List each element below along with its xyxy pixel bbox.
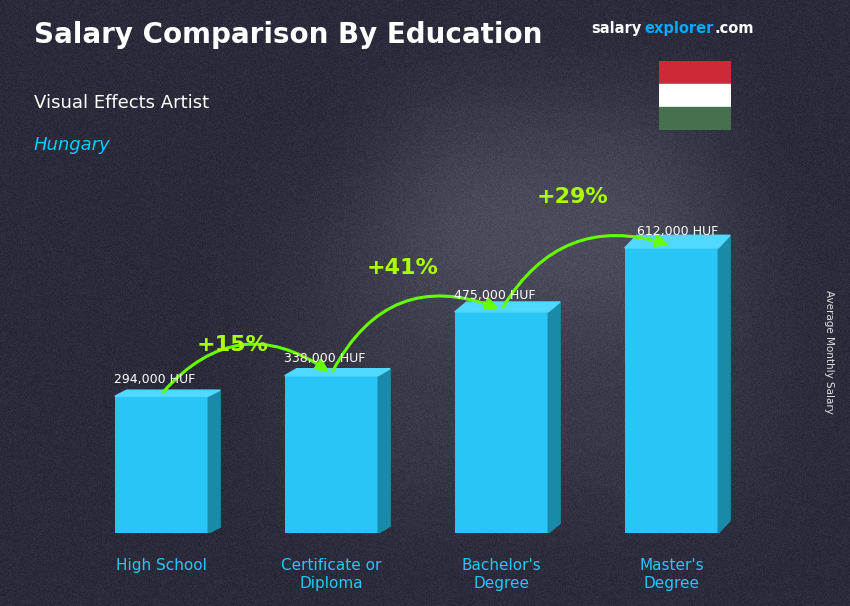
Text: explorer: explorer	[644, 21, 714, 36]
Bar	[659, 107, 731, 130]
Polygon shape	[718, 235, 730, 533]
Bar	[659, 61, 731, 84]
Text: 338,000 HUF: 338,000 HUF	[284, 353, 366, 365]
Text: +15%: +15%	[197, 335, 269, 356]
Bar	[285, 376, 378, 533]
Text: salary: salary	[591, 21, 641, 36]
Text: +41%: +41%	[367, 258, 439, 278]
Text: .com: .com	[714, 21, 753, 36]
Bar	[455, 312, 548, 533]
Polygon shape	[625, 235, 730, 248]
Polygon shape	[548, 302, 560, 533]
Text: Salary Comparison By Education: Salary Comparison By Education	[34, 21, 542, 49]
Polygon shape	[455, 302, 560, 312]
Text: 475,000 HUF: 475,000 HUF	[454, 288, 536, 302]
Text: Visual Effects Artist: Visual Effects Artist	[34, 94, 209, 112]
Text: 612,000 HUF: 612,000 HUF	[638, 225, 719, 238]
Bar	[659, 84, 731, 107]
Text: Hungary: Hungary	[34, 136, 110, 155]
Text: +29%: +29%	[537, 187, 609, 207]
Text: Average Monthly Salary: Average Monthly Salary	[824, 290, 834, 413]
Polygon shape	[285, 368, 390, 376]
Bar	[625, 248, 718, 533]
Polygon shape	[115, 390, 220, 396]
Bar	[115, 396, 208, 533]
Text: 294,000 HUF: 294,000 HUF	[114, 373, 196, 386]
Polygon shape	[208, 390, 220, 533]
Polygon shape	[378, 368, 390, 533]
